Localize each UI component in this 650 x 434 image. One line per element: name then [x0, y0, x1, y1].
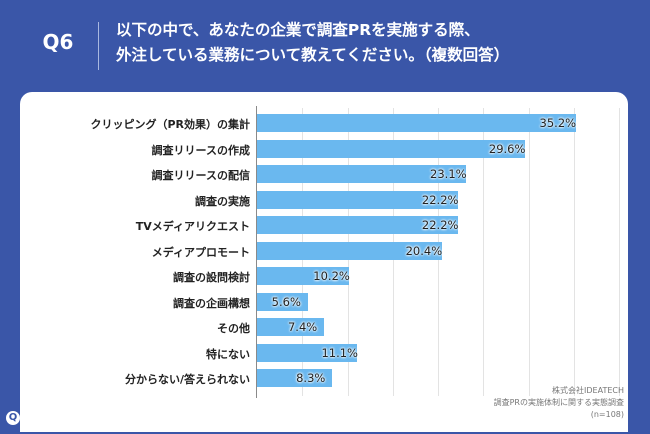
- category-label: メディアプロモート: [151, 245, 250, 259]
- category-label: 調査の企画構想: [173, 296, 250, 310]
- source-company: 株式会社IDEATECH: [552, 386, 624, 395]
- bar: [257, 139, 525, 158]
- gridline: [483, 108, 485, 396]
- gridline: [619, 108, 620, 396]
- gridline: [573, 108, 575, 396]
- question-label: Q6: [42, 30, 74, 54]
- bar: [257, 369, 333, 387]
- header: Q6 以下の中で、あなたの企業で調査PRを実施する際、 外注している業務について…: [0, 0, 650, 90]
- category-label: クリッピング（PR効果）の集計: [90, 118, 250, 131]
- source-sample: (n=108): [590, 410, 624, 419]
- source-survey: 調査PRの実施体制に関する実態調査: [493, 398, 624, 407]
- bar: [257, 318, 324, 336]
- bar: [257, 292, 308, 311]
- source-note: 株式会社IDEATECH 調査PRの実施体制に関する実態調査 (n=108): [494, 385, 624, 421]
- bar: [257, 114, 576, 132]
- bar: [257, 343, 358, 362]
- category-label: 調査の実施: [195, 194, 250, 208]
- brand-name: リサピー: [24, 412, 77, 427]
- data-label: 8.3%: [296, 371, 326, 385]
- bar: [257, 190, 458, 209]
- category-label: 調査の設問検討: [173, 271, 250, 284]
- data-label: 35.2%: [539, 116, 577, 130]
- category-label: 特にない: [206, 347, 250, 361]
- category-label: 調査リリースの作成: [151, 143, 250, 157]
- bar: [257, 241, 442, 260]
- data-label: 20.4%: [405, 243, 443, 258]
- data-label: 5.6%: [271, 294, 301, 309]
- data-label: 23.1%: [430, 167, 467, 181]
- data-label: 10.2%: [313, 269, 350, 283]
- title-line-1: 以下の中で、あなたの企業で調査PRを実施する際、: [116, 21, 480, 39]
- category-label: 調査リリースの配信: [151, 169, 250, 182]
- bar: [257, 165, 467, 183]
- page-title: 以下の中で、あなたの企業で調査PRを実施する際、 外注している業務について教えて…: [116, 18, 636, 68]
- category-label: TVメディアリクエスト: [135, 220, 250, 233]
- data-label: 7.4%: [287, 320, 318, 334]
- data-label: 29.6%: [488, 141, 526, 156]
- category-label: その他: [217, 322, 250, 335]
- bar: [257, 267, 350, 285]
- gridline: [528, 108, 530, 396]
- bar: [257, 216, 458, 234]
- data-label: 22.2%: [421, 218, 459, 232]
- brand-logo: Q リサピー: [6, 408, 76, 427]
- header-divider: [98, 22, 99, 70]
- title-line-2: 外注している業務について教えてください。（複数回答）: [116, 46, 510, 64]
- data-label: 11.1%: [321, 345, 358, 360]
- data-label: 22.2%: [421, 192, 459, 207]
- search-icon: Q: [6, 410, 20, 425]
- category-label: 分からない/答えられない: [124, 373, 250, 386]
- y-axis-line: [256, 106, 257, 398]
